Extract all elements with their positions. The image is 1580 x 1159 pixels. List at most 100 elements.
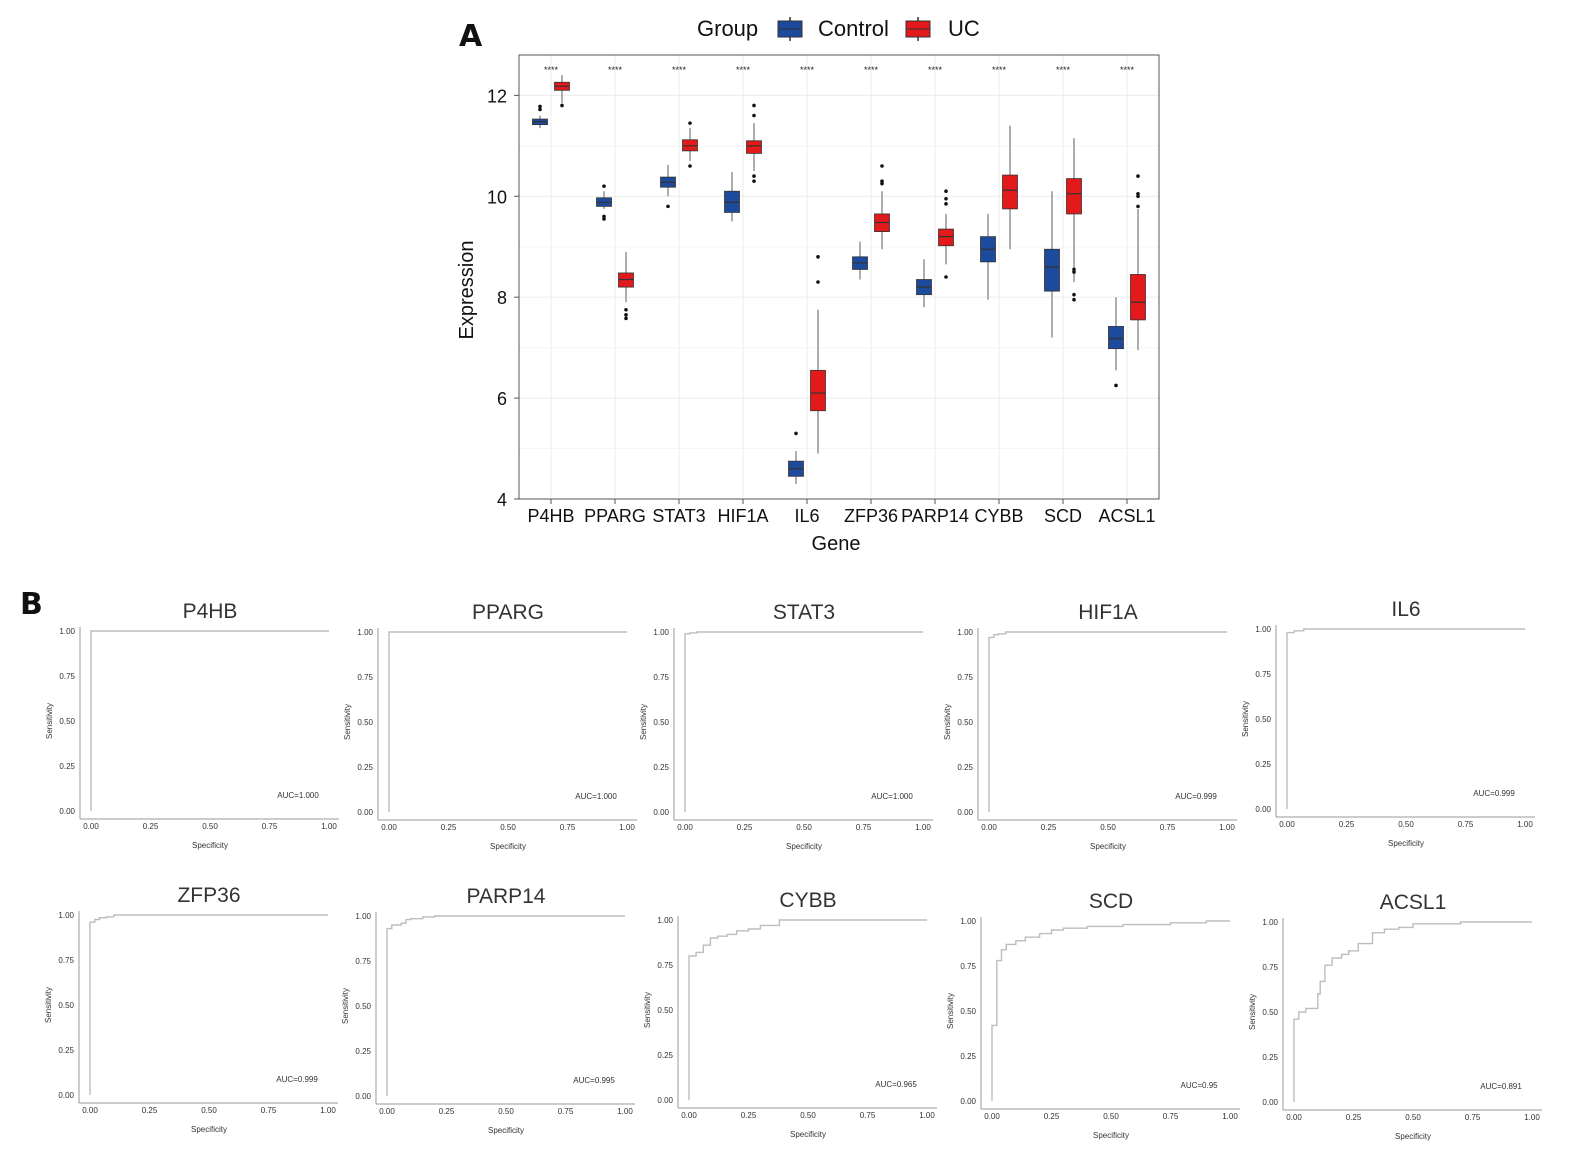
outlier-point — [1136, 174, 1140, 178]
outlier-point — [602, 214, 606, 219]
y-tick-label: 12 — [487, 86, 507, 106]
roc-y-tick-label: 1.00 — [355, 912, 371, 921]
box-uc — [810, 369, 826, 412]
roc-x-tick-label: 0.25 — [143, 822, 159, 831]
roc-y-tick-label: 0.25 — [58, 1046, 74, 1055]
roc-x-tick-label: 0.75 — [856, 823, 872, 832]
roc-x-tick-label: 0.00 — [1279, 820, 1295, 829]
outlier-point — [624, 313, 628, 317]
roc-x-tick-label: 0.75 — [262, 822, 278, 831]
roc-x-tick-label: 1.00 — [617, 1107, 633, 1116]
outlier-point — [1136, 191, 1140, 196]
roc-title: ZFP36 — [177, 884, 240, 907]
roc-x-tick-label: 0.50 — [500, 823, 516, 832]
box-uc — [1002, 174, 1018, 210]
outlier-point — [1136, 204, 1140, 209]
roc-y-tick-label: 0.00 — [960, 1097, 976, 1106]
roc-x-tick-label: 0.50 — [1398, 820, 1414, 829]
significance-label: **** — [672, 65, 687, 75]
outlier-point — [752, 174, 756, 178]
roc-y-tick-label: 0.75 — [1262, 963, 1278, 972]
x-tick-label: ACSL1 — [1098, 506, 1155, 526]
roc-curve — [684, 631, 923, 812]
roc-y-tick-label: 0.00 — [59, 807, 75, 816]
panel-label-a: A — [459, 19, 483, 54]
roc-chart-hif1a: HIF1A 0.00 0.00 0.25 0.25 0.50 0.50 0.75 0.75 1.0… — [943, 601, 1237, 851]
roc-y-tick-label: 1.00 — [1255, 625, 1271, 634]
auc-label: AUC=0.891 — [1480, 1082, 1522, 1091]
roc-x-tick-label: 0.00 — [83, 822, 99, 831]
roc-title: ACSL1 — [1380, 891, 1447, 914]
roc-y-tick-label: 0.25 — [357, 763, 373, 772]
boxplot-panel: 4 6 8 10 12 **** P4HB **** PPARG **** STAT3 **** HIF… — [456, 16, 1160, 555]
roc-y-tick-label: 0.25 — [957, 763, 973, 772]
roc-y-tick-label: 1.00 — [1262, 918, 1278, 927]
roc-x-tick-label: 0.00 — [381, 823, 397, 832]
significance-label: **** — [608, 65, 623, 75]
outlier-point — [538, 104, 542, 109]
significance-label: **** — [864, 65, 879, 75]
roc-x-tick-label: 1.00 — [321, 822, 337, 831]
roc-chart-zfp36: ZFP36 0.00 0.00 0.25 0.25 0.50 0.50 0.75 0.75 1.0… — [44, 884, 338, 1134]
roc-curve — [90, 630, 329, 811]
roc-y-axis-title: Sensitivity — [946, 993, 955, 1029]
auc-label: AUC=0.999 — [1175, 792, 1217, 801]
legend-title: Group — [697, 16, 758, 41]
auc-label: AUC=0.999 — [276, 1075, 318, 1084]
roc-chart-stat3: STAT3 0.00 0.00 0.25 0.25 0.50 0.50 0.75 0.75 1.0… — [639, 601, 933, 851]
outlier-point — [624, 316, 628, 321]
roc-x-tick-label: 0.00 — [1286, 1113, 1302, 1122]
roc-chart-parp14: PARP14 0.00 0.00 0.25 0.25 0.50 0.50 0.75 0.75 1.… — [341, 885, 635, 1135]
roc-x-tick-label: 0.25 — [741, 1111, 757, 1120]
auc-label: AUC=0.95 — [1180, 1081, 1218, 1090]
roc-x-tick-label: 0.25 — [439, 1107, 455, 1116]
y-tick-label: 8 — [497, 288, 507, 308]
x-tick-label: PARP14 — [901, 506, 969, 526]
roc-title: PARP14 — [467, 885, 546, 908]
y-tick-label: 6 — [497, 389, 507, 409]
x-axis-title: Gene — [812, 533, 861, 555]
roc-chart-il6: IL6 0.00 0.00 0.25 0.25 0.50 0.50 0.75 0.75 1.00 1… — [1241, 598, 1535, 848]
outlier-point — [688, 121, 692, 125]
roc-x-tick-label: 0.00 — [681, 1111, 697, 1120]
roc-y-tick-label: 0.75 — [59, 672, 75, 681]
roc-y-tick-label: 0.00 — [355, 1092, 371, 1101]
roc-x-tick-label: 0.75 — [1160, 823, 1176, 832]
box-uc — [938, 228, 954, 247]
roc-x-axis-title: Specificity — [191, 1125, 227, 1134]
roc-title: SCD — [1089, 890, 1133, 913]
roc-y-tick-label: 1.00 — [657, 916, 673, 925]
roc-x-tick-label: 0.00 — [981, 823, 997, 832]
auc-label: AUC=0.999 — [1473, 789, 1515, 798]
auc-label: AUC=0.965 — [875, 1080, 917, 1089]
x-tick-label: CYBB — [974, 506, 1023, 526]
roc-curve — [388, 631, 627, 812]
box-uc — [1130, 274, 1146, 321]
roc-y-tick-label: 0.75 — [357, 673, 373, 682]
outlier-point — [944, 196, 948, 201]
roc-y-tick-label: 0.00 — [58, 1091, 74, 1100]
roc-chart-scd: SCD 0.00 0.00 0.25 0.25 0.50 0.50 0.75 0.75 1.00 1… — [946, 890, 1240, 1140]
auc-label: AUC=1.000 — [871, 792, 913, 801]
roc-y-tick-label: 0.25 — [1255, 760, 1271, 769]
outlier-point — [752, 103, 756, 108]
roc-curve — [988, 631, 1227, 812]
roc-curve — [1286, 628, 1525, 809]
roc-y-tick-label: 0.50 — [657, 1006, 673, 1015]
roc-x-axis-title: Specificity — [1090, 842, 1126, 851]
outlier-point — [1114, 383, 1118, 388]
outlier-point — [880, 164, 884, 168]
roc-x-tick-label: 0.75 — [860, 1111, 876, 1120]
roc-y-tick-label: 0.50 — [355, 1002, 371, 1011]
roc-chart-acsl1: ACSL1 0.00 0.00 0.25 0.25 0.50 0.50 0.75 0.75 1.0… — [1248, 891, 1542, 1141]
roc-y-tick-label: 0.75 — [653, 673, 669, 682]
legend-item-uc: UC — [948, 16, 980, 41]
significance-label: **** — [1120, 65, 1135, 75]
roc-y-axis-title: Sensitivity — [639, 704, 648, 740]
roc-chart-pparg: PPARG 0.00 0.00 0.25 0.25 0.50 0.50 0.75 0.75 1.0… — [343, 601, 637, 851]
outlier-point — [688, 164, 692, 168]
roc-y-tick-label: 0.00 — [357, 808, 373, 817]
roc-x-tick-label: 0.25 — [737, 823, 753, 832]
roc-y-tick-label: 0.50 — [357, 718, 373, 727]
roc-x-tick-label: 0.75 — [1465, 1113, 1481, 1122]
